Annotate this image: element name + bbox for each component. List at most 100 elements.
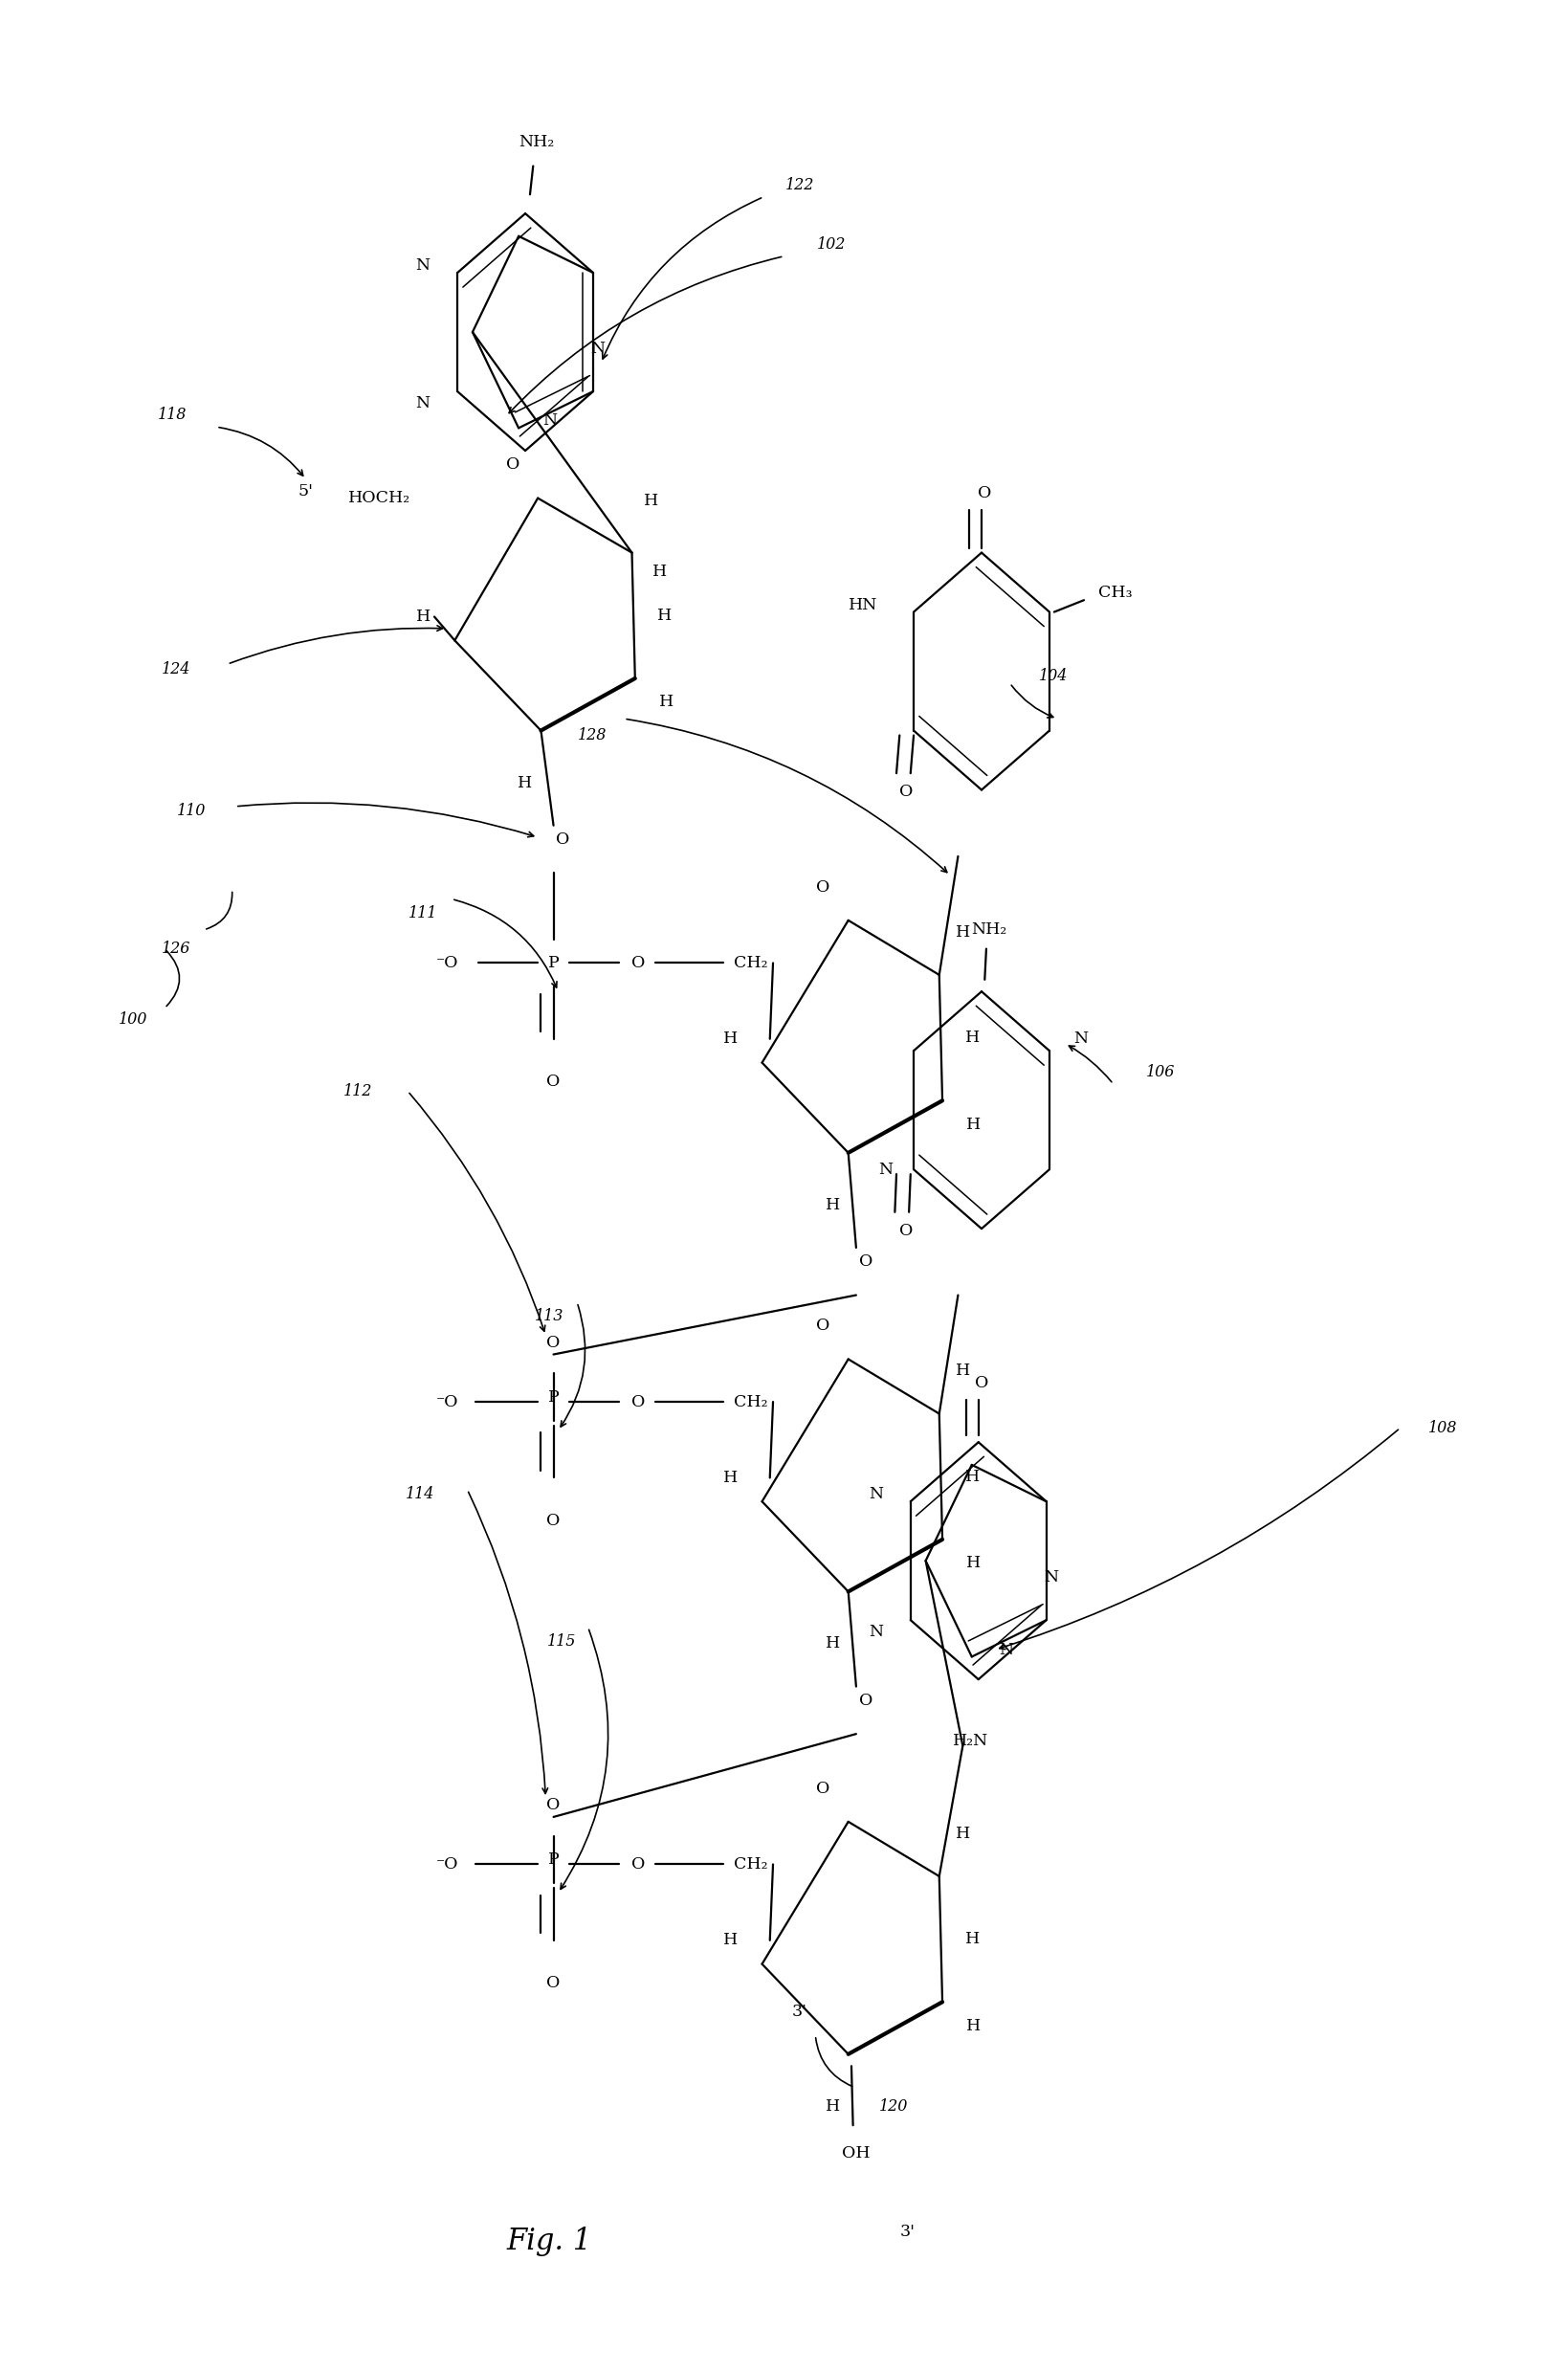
Text: H: H <box>966 1117 982 1131</box>
Text: N: N <box>416 259 430 273</box>
Text: CH₂: CH₂ <box>734 956 768 970</box>
Text: O: O <box>506 458 519 472</box>
FancyArrowPatch shape <box>999 1430 1399 1649</box>
FancyArrowPatch shape <box>1011 686 1054 719</box>
Text: O: O <box>975 1376 988 1390</box>
Text: 126: 126 <box>162 942 190 956</box>
Text: O: O <box>817 880 829 894</box>
Text: H: H <box>955 925 971 939</box>
Text: N: N <box>1044 1570 1058 1584</box>
Text: N: N <box>999 1641 1013 1658</box>
Text: H: H <box>723 1032 739 1046</box>
Text: P: P <box>547 956 560 970</box>
Text: 128: 128 <box>579 728 607 742</box>
Text: O: O <box>817 1319 829 1333</box>
Text: N: N <box>869 1487 883 1501</box>
FancyArrowPatch shape <box>1069 1046 1112 1082</box>
FancyArrowPatch shape <box>230 626 442 664</box>
FancyArrowPatch shape <box>166 951 179 1006</box>
Text: H: H <box>964 1029 980 1046</box>
Text: H: H <box>966 2019 982 2033</box>
Text: H₂N: H₂N <box>953 1734 988 1748</box>
Text: H: H <box>825 2099 840 2113</box>
Text: H: H <box>964 1931 980 1947</box>
Text: 3': 3' <box>900 2225 916 2239</box>
FancyArrowPatch shape <box>561 1305 585 1426</box>
Text: 110: 110 <box>177 804 205 818</box>
Text: HN: HN <box>848 598 878 612</box>
Text: H: H <box>955 1826 971 1841</box>
Text: O: O <box>817 1781 829 1796</box>
Text: N: N <box>416 396 430 410</box>
Text: CH₃: CH₃ <box>1098 586 1132 600</box>
Text: 115: 115 <box>547 1634 575 1649</box>
Text: 102: 102 <box>817 237 845 251</box>
Text: H: H <box>416 610 431 624</box>
FancyArrowPatch shape <box>455 899 557 987</box>
Text: CH₂: CH₂ <box>734 1857 768 1872</box>
Text: 104: 104 <box>1040 669 1068 683</box>
Text: 124: 124 <box>162 662 190 676</box>
Text: O: O <box>898 785 913 799</box>
Text: O: O <box>859 1255 872 1269</box>
FancyArrowPatch shape <box>469 1492 547 1793</box>
Text: ⁻O: ⁻O <box>436 1395 458 1409</box>
Text: HOCH₂: HOCH₂ <box>348 491 411 505</box>
Text: N: N <box>1074 1032 1088 1046</box>
Text: O: O <box>632 1395 644 1409</box>
Text: O: O <box>547 1976 560 1990</box>
Text: 114: 114 <box>406 1487 434 1501</box>
Text: 112: 112 <box>343 1084 372 1098</box>
Text: 120: 120 <box>880 2099 908 2113</box>
Text: O: O <box>978 486 991 500</box>
Text: O: O <box>547 1335 560 1350</box>
Text: 122: 122 <box>786 178 814 192</box>
Text: NH₂: NH₂ <box>972 923 1007 937</box>
FancyArrowPatch shape <box>220 427 303 477</box>
Text: H: H <box>723 1933 739 1947</box>
Text: 3': 3' <box>792 2004 808 2019</box>
Text: H: H <box>517 776 533 790</box>
Text: H: H <box>825 1637 840 1651</box>
Text: ⁻O: ⁻O <box>436 956 458 970</box>
Text: 111: 111 <box>409 906 437 920</box>
Text: 113: 113 <box>535 1309 563 1324</box>
Text: H: H <box>657 607 673 624</box>
Text: O: O <box>632 956 644 970</box>
FancyArrowPatch shape <box>510 256 781 413</box>
Text: O: O <box>859 1694 872 1708</box>
Text: O: O <box>547 1075 560 1089</box>
Text: O: O <box>547 1798 560 1812</box>
Text: H: H <box>643 493 659 508</box>
Text: OH: OH <box>842 2147 870 2161</box>
Text: CH₂: CH₂ <box>734 1395 768 1409</box>
Text: H: H <box>659 695 674 709</box>
Text: H: H <box>652 565 668 579</box>
Text: NH₂: NH₂ <box>519 135 554 149</box>
Text: N: N <box>869 1625 883 1639</box>
FancyArrowPatch shape <box>602 197 760 358</box>
Text: P: P <box>547 1853 560 1867</box>
Text: ⁻O: ⁻O <box>436 1857 458 1872</box>
Text: 5': 5' <box>298 484 314 498</box>
Text: O: O <box>547 1513 560 1528</box>
Text: N: N <box>591 342 605 356</box>
Text: 108: 108 <box>1428 1421 1457 1435</box>
Text: 100: 100 <box>119 1013 147 1027</box>
Text: Fig. 1: Fig. 1 <box>506 2227 591 2256</box>
FancyArrowPatch shape <box>238 802 533 837</box>
Text: H: H <box>955 1364 971 1378</box>
Text: 106: 106 <box>1146 1065 1174 1079</box>
Text: O: O <box>898 1224 913 1238</box>
FancyArrowPatch shape <box>207 892 232 930</box>
Text: O: O <box>557 833 569 847</box>
FancyArrowPatch shape <box>561 1630 608 1888</box>
Text: H: H <box>723 1471 739 1485</box>
Text: N: N <box>543 413 557 429</box>
Text: H: H <box>964 1468 980 1485</box>
Text: O: O <box>632 1857 644 1872</box>
FancyArrowPatch shape <box>409 1093 546 1331</box>
Text: H: H <box>825 1198 840 1212</box>
Text: 118: 118 <box>158 408 187 422</box>
Text: N: N <box>878 1162 892 1177</box>
